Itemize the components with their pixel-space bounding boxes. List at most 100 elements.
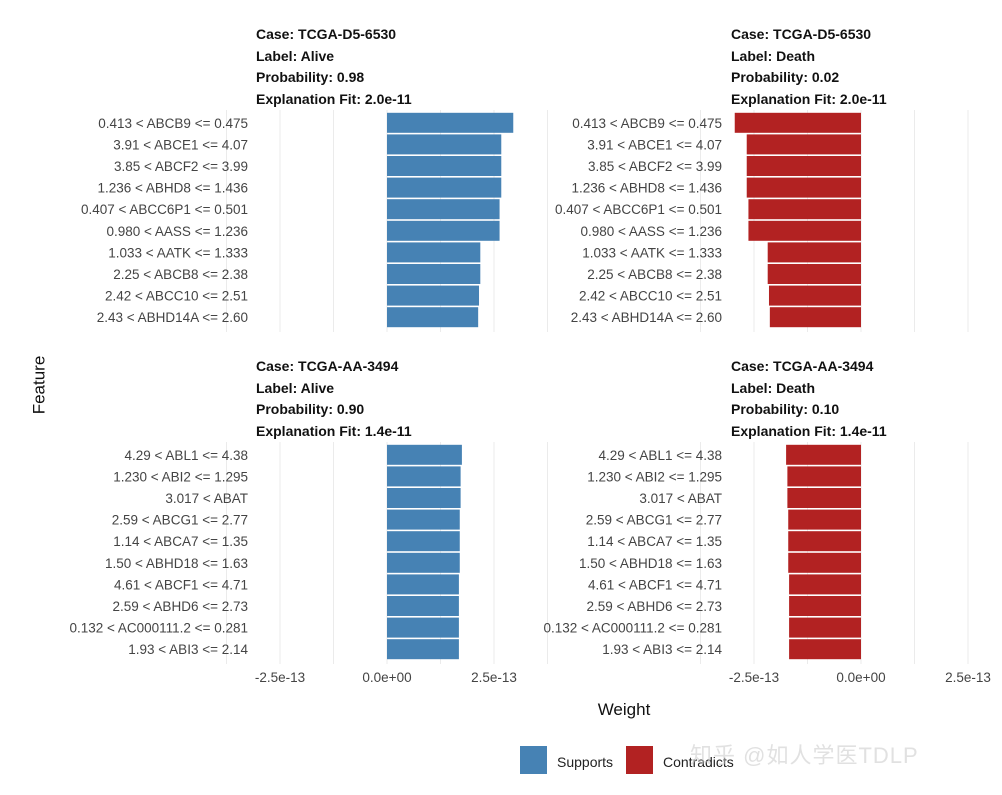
- bar: [387, 156, 502, 176]
- case-label: Case: TCGA-AA-3494: [731, 358, 874, 374]
- category-label: 4.29 < ABL1 <= 4.38: [125, 448, 248, 463]
- x-tick-label: 0.0e+00: [362, 670, 411, 685]
- bar: [387, 488, 461, 508]
- category-label: 2.59 < ABHD6 <= 2.73: [113, 599, 248, 614]
- bar: [789, 639, 861, 660]
- legend-label-contradicts: Contradicts: [663, 754, 734, 770]
- explanation-fit-label: Explanation Fit: 1.4e-11: [731, 422, 887, 439]
- bar: [767, 264, 861, 284]
- category-label: 3.91 < ABCE1 <= 4.07: [113, 137, 248, 152]
- category-label: 1.236 < ABHD8 <= 1.436: [572, 181, 723, 196]
- x-tick-label: -2.5e-13: [729, 670, 779, 685]
- category-label: 1.230 < ABI2 <= 1.295: [113, 469, 248, 484]
- category-label: 1.033 < AATK <= 1.333: [108, 245, 248, 260]
- bar: [387, 639, 459, 660]
- probability-label: Probability: 0.90: [256, 401, 365, 417]
- panel-title-bottom-left: Case: TCGA-AA-3494 Label: Alive Probabil…: [256, 356, 412, 442]
- category-label: 0.413 < ABCB9 <= 0.475: [98, 116, 248, 131]
- outcome-label: Label: Death: [731, 379, 816, 396]
- bar: [387, 596, 459, 616]
- outcome-label: Label: Alive: [256, 47, 335, 64]
- panel-title-top-right: Case: TCGA-D5-6530 Label: Death Probabil…: [731, 24, 887, 110]
- category-label: 0.980 < AASS <= 1.236: [107, 224, 249, 239]
- category-label: 1.14 < ABCA7 <= 1.35: [113, 534, 248, 549]
- bar: [768, 285, 861, 306]
- bar: [746, 177, 861, 198]
- category-label: 3.91 < ABCE1 <= 4.07: [587, 137, 722, 152]
- x-tick-label: 0.0e+00: [836, 670, 885, 685]
- bar: [748, 220, 861, 241]
- category-label: 0.413 < ABCB9 <= 0.475: [572, 116, 722, 131]
- category-label: 0.132 < AC000111.2 <= 0.281: [69, 621, 248, 636]
- bar: [387, 220, 500, 241]
- category-label: 2.59 < ABCG1 <= 2.77: [112, 513, 248, 528]
- category-label: 2.25 < ABCB8 <= 2.38: [113, 267, 248, 282]
- legend-label-supports: Supports: [557, 754, 614, 770]
- category-label: 1.236 < ABHD8 <= 1.436: [98, 181, 249, 196]
- category-label: 0.407 < ABCC6P1 <= 0.501: [555, 202, 722, 217]
- outcome-label: Label: Death: [731, 47, 816, 64]
- category-label: 3.017 < ABAT: [639, 491, 722, 506]
- bar: [387, 444, 462, 465]
- case-label: Case: TCGA-D5-6530: [731, 26, 872, 42]
- explanation-fit-label: Explanation Fit: 1.4e-11: [256, 422, 412, 439]
- bar: [789, 574, 861, 595]
- category-label: 4.61 < ABCF1 <= 4.71: [588, 577, 722, 592]
- category-label: 2.25 < ABCB8 <= 2.38: [587, 267, 722, 282]
- category-label: 2.42 < ABCC10 <= 2.51: [579, 289, 722, 304]
- category-label: 1.50 < ABHD18 <= 1.63: [579, 556, 722, 571]
- bar: [387, 112, 514, 133]
- bar: [789, 617, 861, 638]
- category-label: 2.43 < ABHD14A <= 2.60: [97, 310, 248, 325]
- bar: [387, 199, 500, 220]
- category-label: 3.85 < ABCF2 <= 3.99: [114, 159, 248, 174]
- bar: [387, 509, 460, 530]
- probability-label: Probability: 0.10: [731, 401, 840, 417]
- explanation-fit-label: Explanation Fit: 2.0e-11: [256, 90, 412, 107]
- bar: [746, 134, 861, 155]
- bar: [769, 307, 861, 328]
- probability-label: Probability: 0.02: [731, 69, 840, 85]
- watermark: 知乎 @如人学医TDLP: [690, 743, 919, 768]
- bar: [734, 112, 861, 133]
- explanation-fit-label: Explanation Fit: 2.0e-11: [731, 90, 887, 107]
- category-label: 0.132 < AC000111.2 <= 0.281: [543, 621, 722, 636]
- probability-label: Probability: 0.98: [256, 69, 365, 85]
- bar: [387, 285, 480, 306]
- bar: [387, 552, 460, 573]
- category-label: 0.407 < ABCC6P1 <= 0.501: [81, 202, 248, 217]
- case-label: Case: TCGA-AA-3494: [256, 358, 399, 374]
- x-tick-label: -2.5e-13: [255, 670, 305, 685]
- x-tick-label: 2.5e-13: [945, 670, 991, 685]
- x-axis-title: Weight: [597, 700, 651, 719]
- category-label: 1.50 < ABHD18 <= 1.63: [105, 556, 248, 571]
- panel-title-top-left: Case: TCGA-D5-6530 Label: Alive Probabil…: [256, 24, 412, 110]
- bar: [787, 466, 861, 487]
- bar: [787, 488, 861, 508]
- bar: [387, 264, 481, 284]
- bar: [767, 242, 861, 263]
- bar: [387, 531, 460, 552]
- category-label: 1.033 < AATK <= 1.333: [582, 245, 722, 260]
- category-label: 3.85 < ABCF2 <= 3.99: [588, 159, 722, 174]
- category-label: 4.61 < ABCF1 <= 4.71: [114, 577, 248, 592]
- bar: [788, 552, 861, 573]
- category-label: 2.59 < ABHD6 <= 2.73: [587, 599, 722, 614]
- category-label: 2.42 < ABCC10 <= 2.51: [105, 289, 248, 304]
- category-label: 0.980 < AASS <= 1.236: [581, 224, 723, 239]
- category-label: 3.017 < ABAT: [165, 491, 248, 506]
- bar: [387, 307, 479, 328]
- legend-swatch-supports: [520, 746, 547, 774]
- bar: [387, 574, 459, 595]
- category-label: 1.93 < ABI3 <= 2.14: [128, 642, 248, 657]
- category-label: 4.29 < ABL1 <= 4.38: [599, 448, 722, 463]
- bar: [788, 509, 861, 530]
- bar: [788, 531, 861, 552]
- outcome-label: Label: Alive: [256, 379, 335, 396]
- legend-swatch-contradicts: [626, 746, 653, 774]
- bar: [746, 156, 861, 176]
- category-label: 2.59 < ABCG1 <= 2.77: [586, 513, 722, 528]
- panel-title-bottom-right: Case: TCGA-AA-3494 Label: Death Probabil…: [731, 356, 887, 442]
